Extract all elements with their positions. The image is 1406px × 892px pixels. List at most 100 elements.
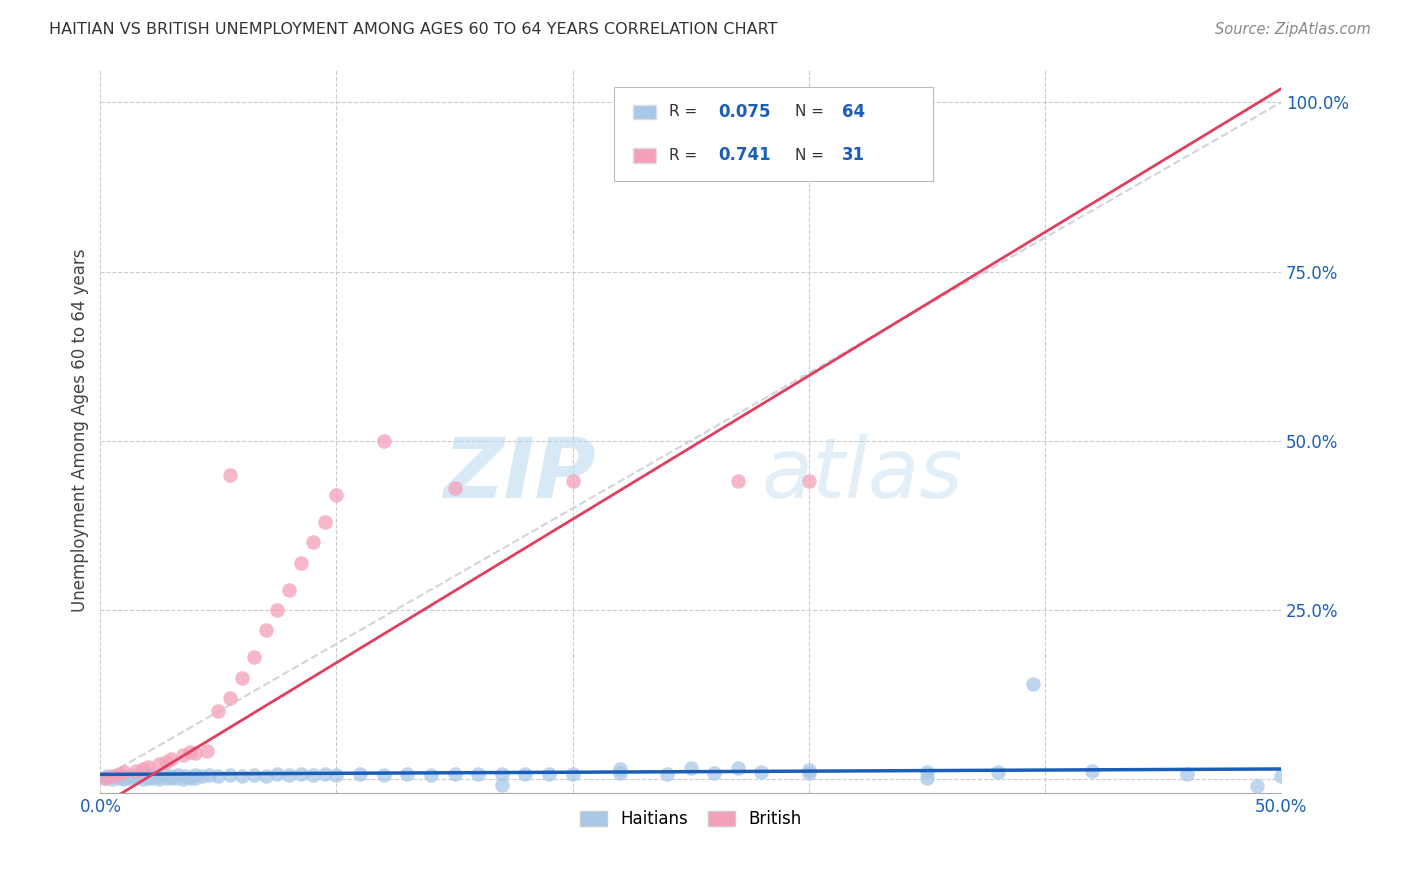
Text: HAITIAN VS BRITISH UNEMPLOYMENT AMONG AGES 60 TO 64 YEARS CORRELATION CHART: HAITIAN VS BRITISH UNEMPLOYMENT AMONG AG… [49,22,778,37]
Point [491,778,513,792]
Text: 31: 31 [842,146,865,164]
Point [491,767,513,781]
Point [198,768,221,782]
Point [443,767,465,781]
Point [219,690,242,705]
Text: R =: R = [669,104,703,120]
Point [108,772,131,786]
Point [915,765,938,780]
Point [1270,769,1292,783]
Text: 64: 64 [842,103,865,121]
Point [155,772,177,786]
Point [1246,779,1268,793]
Point [112,765,135,780]
Point [243,768,266,782]
Point [160,769,183,783]
Point [179,771,201,785]
Point [373,768,395,782]
Point [797,766,820,780]
Point [96,769,118,783]
Point [132,772,155,786]
Point [302,768,325,782]
Point [184,772,207,786]
Text: Source: ZipAtlas.com: Source: ZipAtlas.com [1215,22,1371,37]
Point [112,772,135,786]
Text: R =: R = [669,148,703,163]
Point [219,768,242,782]
Point [174,769,197,783]
Point [191,769,214,783]
Point [207,769,229,783]
Point [537,767,560,781]
Point [118,769,141,783]
Point [101,769,124,783]
Point [1175,766,1198,780]
Point [266,767,288,781]
Point [290,556,312,570]
Point [797,763,820,777]
Text: N =: N = [794,104,828,120]
Point [325,488,347,502]
Point [655,766,678,780]
Point [987,764,1010,779]
Point [118,771,141,785]
Point [290,767,312,781]
Point [160,771,183,785]
Point [136,760,159,774]
Point [515,766,537,780]
Point [148,757,170,772]
Point [153,768,176,782]
Point [132,762,155,776]
Point [125,764,148,778]
Point [1081,764,1104,778]
Point [727,475,749,489]
Point [165,772,187,786]
Point [125,768,148,782]
FancyBboxPatch shape [614,87,932,181]
Point [167,768,190,782]
Point [254,769,277,783]
Point [110,769,132,783]
Point [302,535,325,549]
Point [125,772,148,786]
FancyBboxPatch shape [633,104,657,120]
Text: atlas: atlas [762,434,963,515]
Point [266,603,288,617]
Text: N =: N = [794,148,828,163]
Point [278,768,301,782]
Point [94,771,117,785]
Point [231,671,253,685]
Point [419,768,441,782]
Point [314,515,336,529]
Point [136,771,159,785]
Point [219,467,242,482]
Point [172,772,194,786]
Point [141,772,163,786]
Point [108,766,131,780]
Point [703,766,725,780]
Point [751,765,773,780]
Point [179,745,201,759]
Point [1022,677,1045,691]
Point [797,475,820,489]
Point [184,768,207,782]
Point [915,771,938,785]
Point [184,747,207,761]
Point [278,582,301,597]
Point [727,761,749,775]
Text: 0.075: 0.075 [718,103,770,121]
Point [314,767,336,781]
Point [396,767,419,781]
Point [609,762,631,776]
Y-axis label: Unemployment Among Ages 60 to 64 years: Unemployment Among Ages 60 to 64 years [72,249,89,612]
Text: 0.741: 0.741 [718,146,770,164]
Point [132,769,155,783]
Point [325,768,347,782]
Legend: Haitians, British: Haitians, British [574,804,808,835]
Point [146,769,169,783]
Point [101,772,124,786]
Point [172,748,194,763]
Text: ZIP: ZIP [443,434,596,515]
Point [148,772,170,786]
Point [561,766,583,780]
